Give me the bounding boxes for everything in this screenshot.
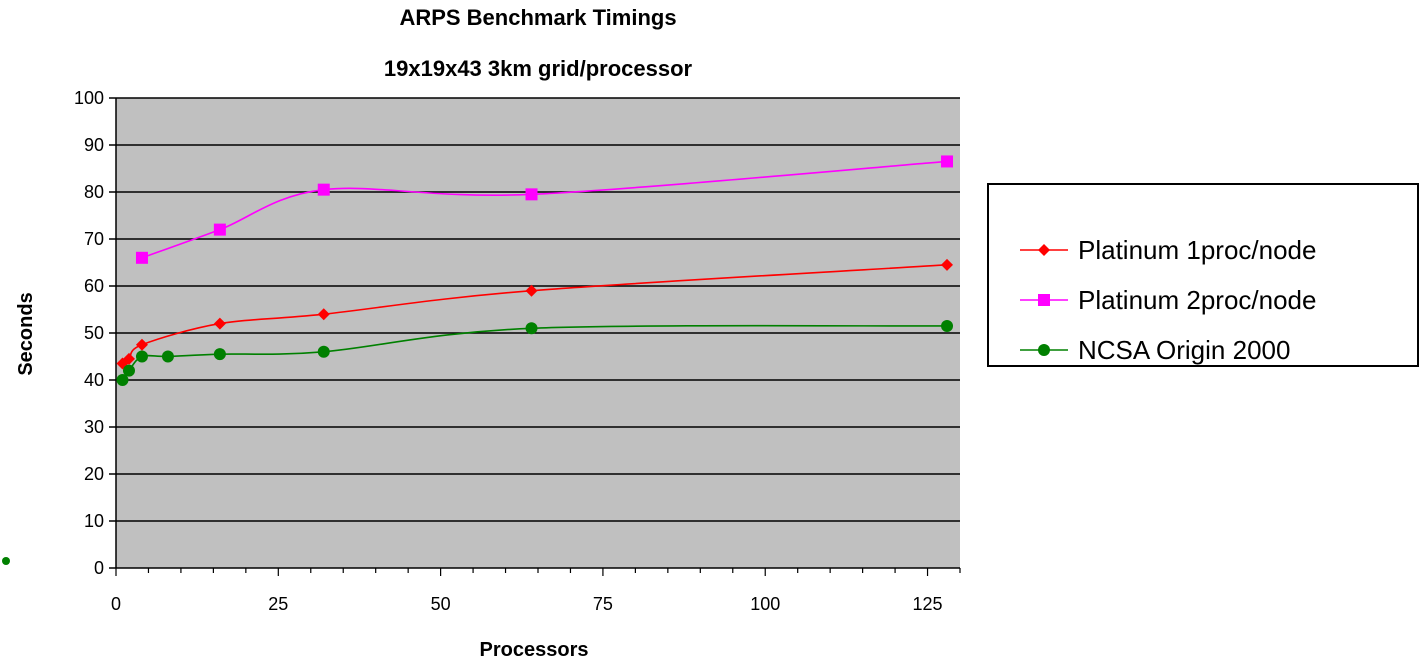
y-tick-label: 80	[84, 182, 104, 202]
data-point	[317, 183, 330, 196]
y-tick-label: 20	[84, 464, 104, 484]
y-tick-label: 50	[84, 323, 104, 343]
y-tick-label: 70	[84, 229, 104, 249]
y-tick-label: 10	[84, 511, 104, 531]
x-tick-label: 125	[913, 594, 943, 614]
legend-label: Platinum 1proc/node	[1078, 235, 1316, 265]
grid-lines	[116, 97, 960, 522]
data-point	[941, 319, 954, 332]
stray-dot	[2, 557, 10, 565]
data-point	[161, 350, 174, 363]
data-point	[122, 364, 135, 377]
legend-marker	[1038, 344, 1050, 356]
data-point	[941, 155, 954, 168]
y-tick-label: 40	[84, 370, 104, 390]
data-point	[122, 352, 135, 365]
legend-label: Platinum 2proc/node	[1078, 285, 1316, 315]
series-2	[116, 319, 954, 386]
data-point	[317, 308, 330, 321]
legend: Platinum 1proc/node Platinum 2proc/node NC…	[987, 183, 1419, 367]
legend-label: NCSA Origin 2000	[1078, 335, 1290, 365]
chart-title: ARPS Benchmark Timings	[399, 5, 676, 30]
x-tick-label: 75	[593, 594, 613, 614]
y-tick-label: 0	[94, 558, 104, 578]
data-point	[525, 188, 538, 201]
data-point	[116, 374, 129, 386]
data-point	[135, 338, 148, 351]
y-tick-label: 90	[84, 135, 104, 155]
data-point	[317, 345, 330, 358]
legend-entries: Platinum 1proc/node Platinum 2proc/node NC…	[1020, 235, 1316, 365]
y-tick-label: 100	[74, 88, 104, 108]
legend-box	[987, 183, 1419, 367]
x-tick-label: 100	[750, 594, 780, 614]
x-tick-label: 0	[111, 594, 121, 614]
data-point	[525, 284, 538, 297]
data-point	[213, 348, 226, 361]
data-point	[213, 223, 226, 236]
x-axis-title: Processors	[480, 639, 589, 661]
data-point	[525, 322, 538, 335]
legend-marker	[1038, 294, 1050, 306]
legend-marker	[1038, 244, 1050, 256]
chart-subtitle: 19x19x43 3km grid/processor	[384, 56, 693, 81]
data-point	[213, 317, 226, 330]
data-point	[135, 350, 148, 363]
series-0	[116, 258, 954, 370]
y-axis-title: Seconds	[15, 292, 37, 375]
axis-ticks: 0 10 20 30 40 50 60 70 80 90 100 0 25 50 75 100 125	[74, 88, 961, 614]
y-tick-label: 30	[84, 417, 104, 437]
data-point	[135, 251, 148, 264]
series-layer	[116, 155, 954, 386]
x-tick-label: 25	[268, 594, 288, 614]
series-1	[135, 155, 954, 264]
data-point	[941, 258, 954, 271]
y-tick-label: 60	[84, 276, 104, 296]
series-line	[121, 324, 948, 381]
x-tick-label: 50	[431, 594, 451, 614]
